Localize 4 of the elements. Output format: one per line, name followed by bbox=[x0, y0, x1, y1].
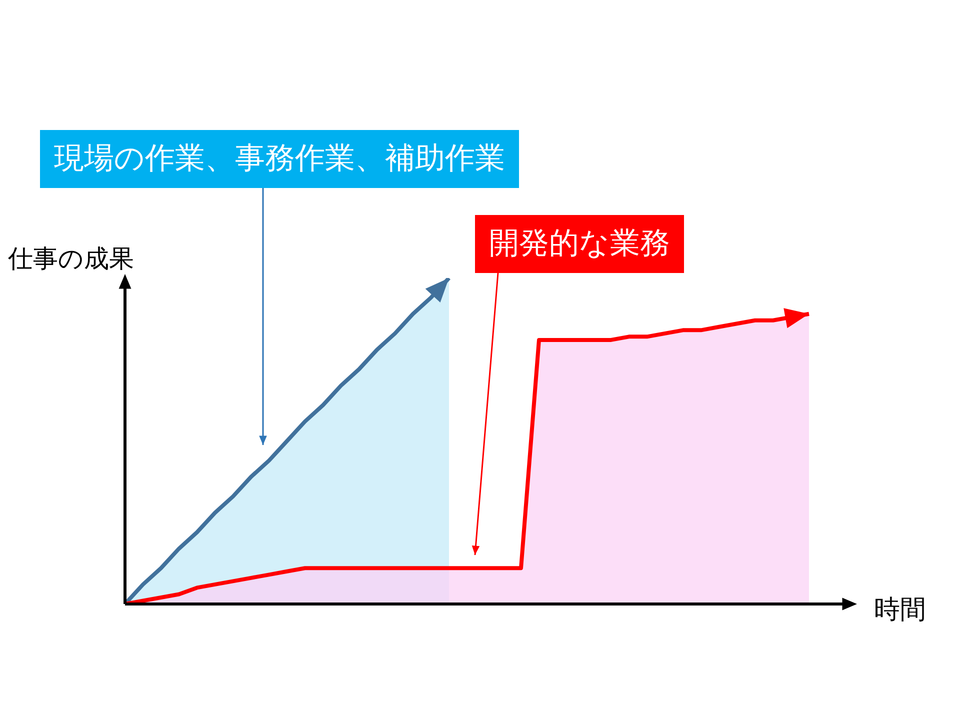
y-axis-title: 仕事の成果 bbox=[8, 243, 134, 275]
x-axis-title: 時間 bbox=[874, 594, 926, 627]
text: 開発的な業務 bbox=[475, 215, 684, 273]
text: 現場の作業、事務作業、補助作業 bbox=[40, 130, 519, 188]
